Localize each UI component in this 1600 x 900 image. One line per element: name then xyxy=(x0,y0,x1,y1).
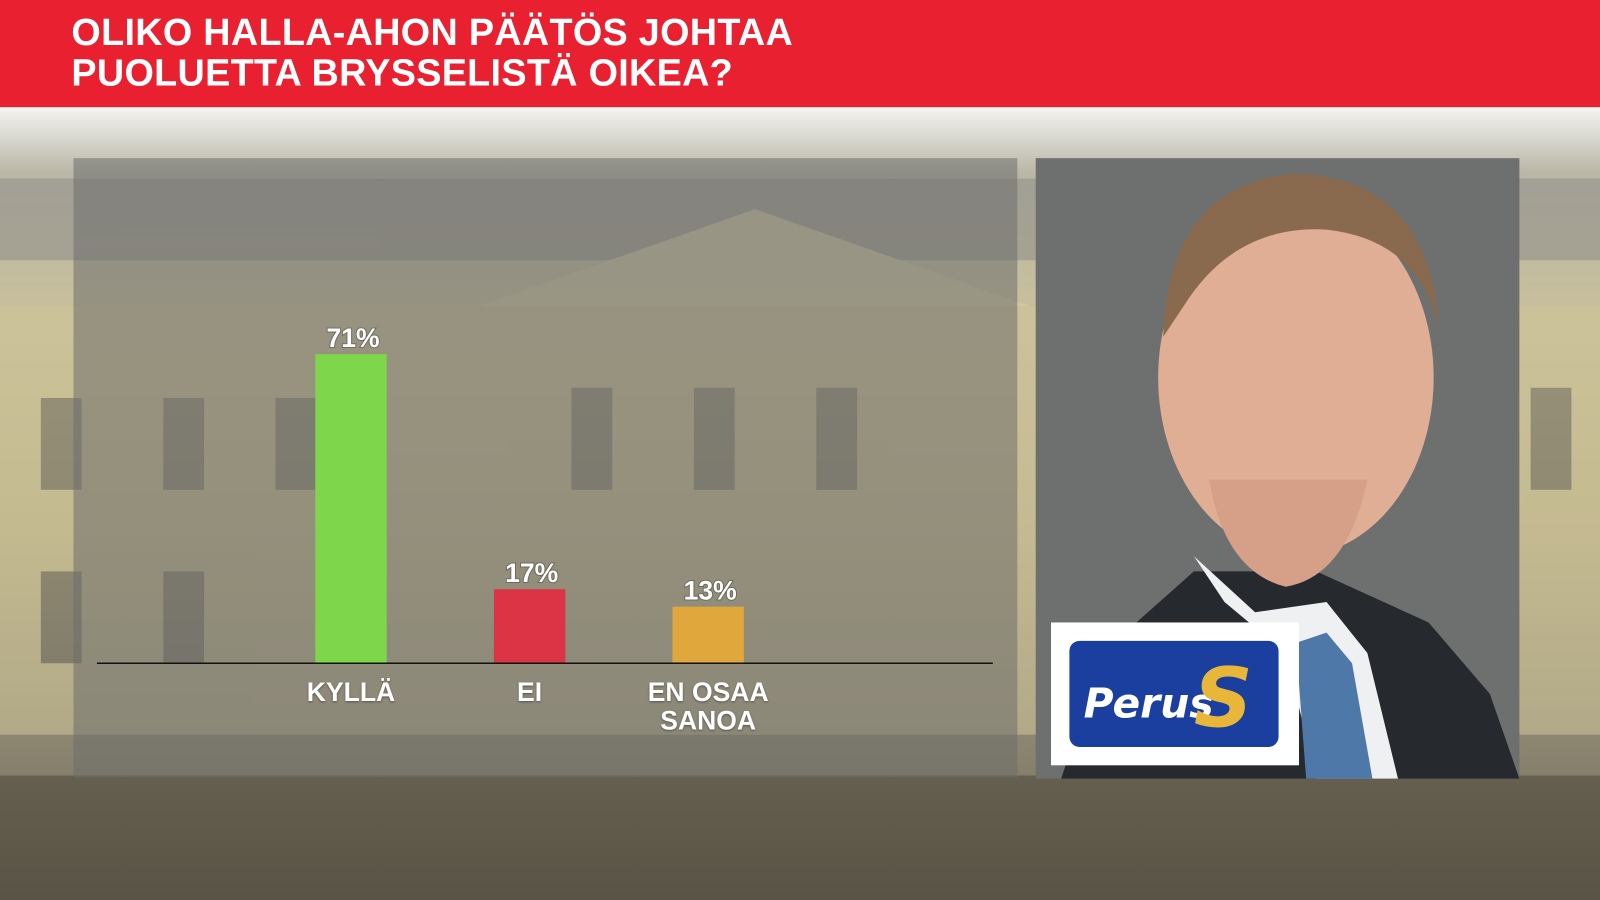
plot: 71% 17% 13% xyxy=(315,322,744,664)
value-label: 17% xyxy=(505,558,558,588)
chart-title: OLIKO HALLA-AHON PÄÄTÖS JOHTAA PUOLUETTA… xyxy=(71,11,792,94)
category-label: EN OSAA SANOA xyxy=(647,676,769,736)
party-logo: Perus S xyxy=(1051,622,1299,766)
logo-mark: S xyxy=(1194,652,1253,747)
bar xyxy=(493,589,566,664)
logo-text: Perus xyxy=(1084,679,1214,727)
bar xyxy=(315,354,387,664)
chart-panel xyxy=(73,158,1018,778)
value-label: 71% xyxy=(327,323,380,353)
bar xyxy=(672,606,744,664)
value-label: 13% xyxy=(684,576,737,606)
category-label: EI xyxy=(517,676,543,708)
category-label: KYLLÄ xyxy=(306,676,396,708)
header-bar: OLIKO HALLA-AHON PÄÄTÖS JOHTAA PUOLUETTA… xyxy=(0,0,1600,108)
